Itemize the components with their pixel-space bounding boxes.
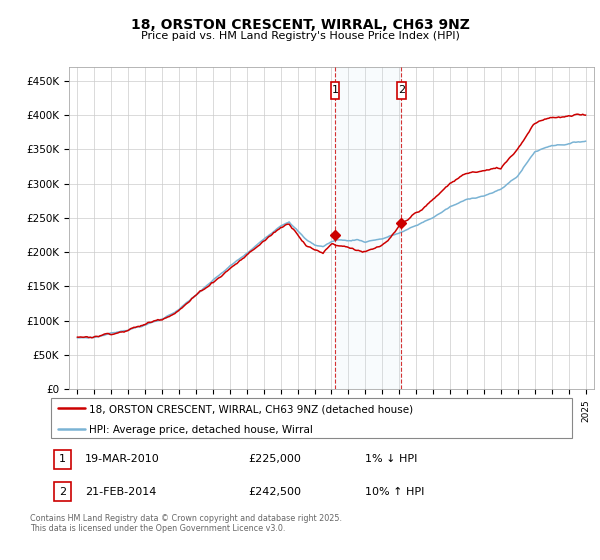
FancyBboxPatch shape (331, 82, 339, 100)
FancyBboxPatch shape (55, 482, 71, 501)
Text: £225,000: £225,000 (248, 454, 302, 464)
Text: £242,500: £242,500 (248, 487, 302, 497)
Text: 10% ↑ HPI: 10% ↑ HPI (365, 487, 424, 497)
FancyBboxPatch shape (55, 450, 71, 469)
Text: 2: 2 (398, 86, 405, 96)
Text: 1: 1 (59, 454, 66, 464)
Text: 19-MAR-2010: 19-MAR-2010 (85, 454, 160, 464)
FancyBboxPatch shape (397, 82, 406, 100)
FancyBboxPatch shape (50, 398, 572, 438)
Text: 1% ↓ HPI: 1% ↓ HPI (365, 454, 417, 464)
Text: 21-FEB-2014: 21-FEB-2014 (85, 487, 157, 497)
Text: Price paid vs. HM Land Registry's House Price Index (HPI): Price paid vs. HM Land Registry's House … (140, 31, 460, 41)
Text: 18, ORSTON CRESCENT, WIRRAL, CH63 9NZ (detached house): 18, ORSTON CRESCENT, WIRRAL, CH63 9NZ (d… (89, 404, 413, 414)
Text: Contains HM Land Registry data © Crown copyright and database right 2025.
This d: Contains HM Land Registry data © Crown c… (30, 514, 342, 534)
Text: 2: 2 (59, 487, 67, 497)
Text: 18, ORSTON CRESCENT, WIRRAL, CH63 9NZ: 18, ORSTON CRESCENT, WIRRAL, CH63 9NZ (131, 18, 469, 32)
Text: HPI: Average price, detached house, Wirral: HPI: Average price, detached house, Wirr… (89, 424, 313, 435)
Bar (335, 67, 401, 389)
Text: 1: 1 (332, 86, 338, 96)
